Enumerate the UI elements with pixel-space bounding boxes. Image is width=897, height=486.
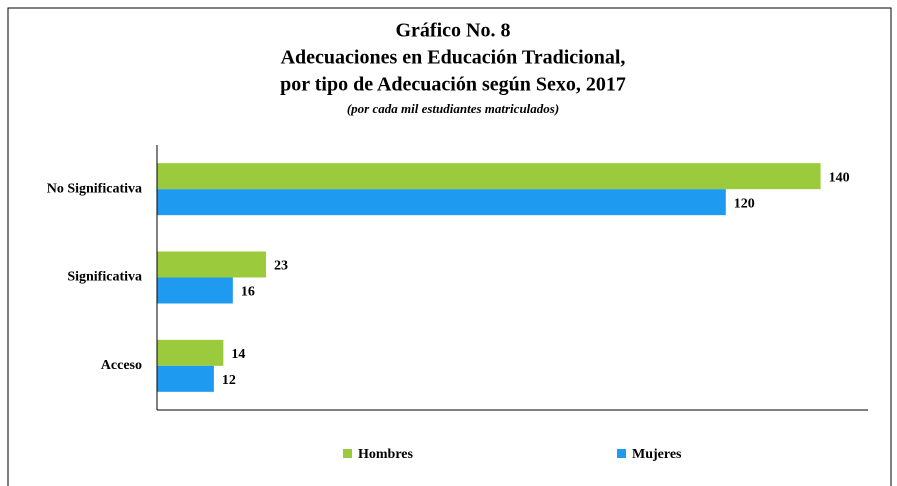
data-label: 14 bbox=[231, 347, 245, 362]
bar bbox=[157, 251, 267, 278]
y-tick-label: Acceso bbox=[101, 358, 142, 373]
legend-swatch bbox=[617, 449, 626, 458]
data-label: 16 bbox=[241, 285, 255, 300]
chart-title: por tipo de Adecuación según Sexo, 2017 bbox=[280, 74, 626, 96]
bar bbox=[157, 189, 726, 216]
legend-label: Hombres bbox=[358, 447, 414, 462]
data-label: 120 bbox=[734, 196, 755, 211]
frame bbox=[7, 7, 892, 486]
legend-label: Mujeres bbox=[632, 447, 682, 462]
data-label: 23 bbox=[274, 259, 288, 274]
bar bbox=[157, 365, 214, 392]
bar bbox=[157, 163, 821, 190]
bar bbox=[157, 277, 233, 304]
y-tick-label: No Significativa bbox=[47, 181, 142, 196]
data-label: 12 bbox=[222, 373, 236, 388]
chart-title: Gráfico No. 8 bbox=[396, 20, 511, 42]
chart-title: Adecuaciones en Educación Tradicional, bbox=[281, 47, 626, 69]
legend-swatch bbox=[343, 449, 352, 458]
data-label: 140 bbox=[829, 170, 850, 185]
chart-subtitle: (por cada mil estudiantes matriculados) bbox=[347, 101, 559, 116]
y-tick-label: Significativa bbox=[67, 270, 142, 285]
bar bbox=[157, 339, 224, 366]
